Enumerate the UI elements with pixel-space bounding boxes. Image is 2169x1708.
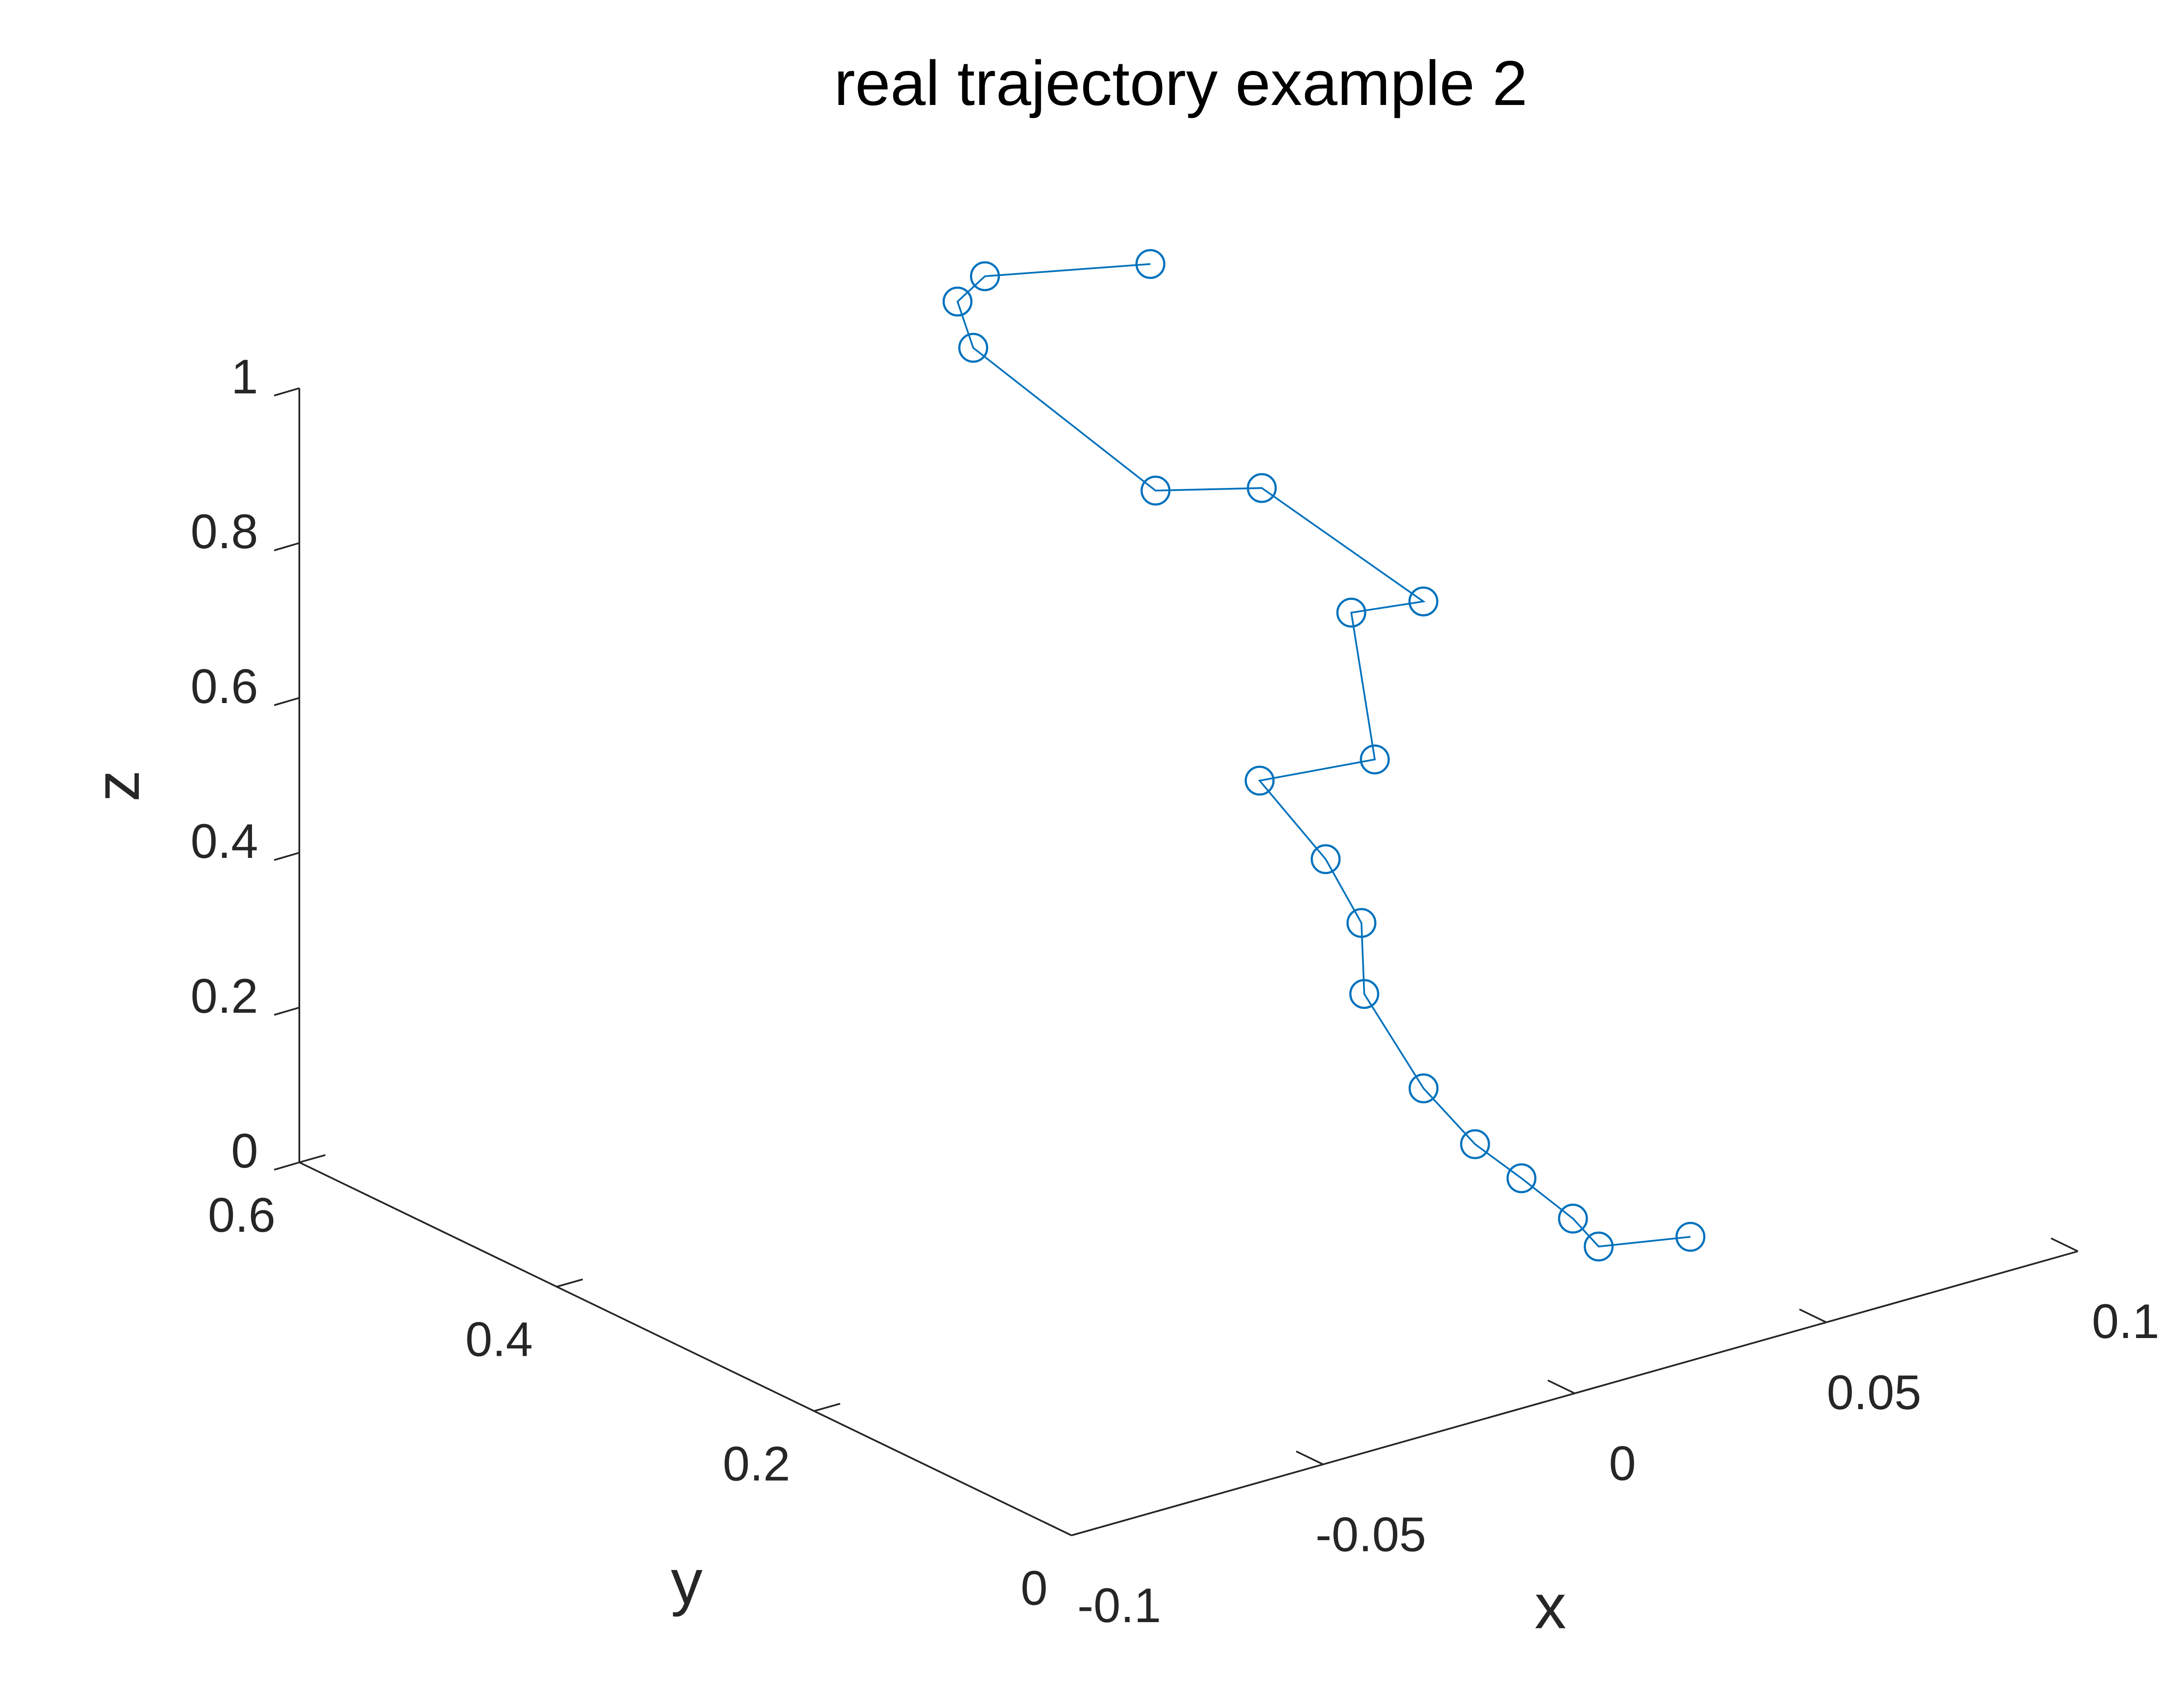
x-tick-label: 0.05 — [1827, 1365, 1921, 1420]
data-point — [1135, 249, 1166, 279]
z-tick-label: 0.6 — [190, 659, 258, 713]
z-tick-mark — [274, 1007, 300, 1016]
data-point — [1346, 908, 1376, 938]
x-tick-mark — [1296, 1450, 1324, 1466]
tick-labels: -0.1 -0.05 0 0.05 0.1 0 0.2 0.4 0.6 0 0.2 0.4 0.6 0.8… — [190, 350, 2159, 1633]
data-point — [1247, 473, 1277, 503]
z-tick-mark — [274, 852, 300, 861]
y-tick-label: 0.6 — [208, 1188, 275, 1242]
data-point — [1336, 598, 1366, 628]
data-point — [1460, 1129, 1490, 1159]
y-axis-line — [299, 1162, 1072, 1536]
x-tick-mark — [1799, 1308, 1827, 1323]
data-point — [1408, 586, 1438, 617]
y-tick-label: 0.4 — [465, 1312, 533, 1367]
z-tick-label: 0.2 — [190, 969, 258, 1023]
data-point — [1311, 844, 1341, 874]
data-point — [970, 261, 1000, 291]
x-tick-label: 0 — [1609, 1436, 1636, 1491]
y-tick-mark — [556, 1278, 583, 1288]
chart-title: real trajectory example 2 — [834, 48, 1528, 118]
z-axis-label: z — [82, 770, 152, 802]
x-tick-mark — [1547, 1379, 1575, 1394]
data-point — [958, 333, 988, 363]
data-point — [1558, 1204, 1588, 1234]
x-tick-mark — [1044, 1521, 1072, 1536]
data-point — [1506, 1163, 1537, 1194]
data-point — [1349, 979, 1379, 1009]
z-tick-mark — [274, 542, 300, 551]
data-series — [942, 249, 1706, 1262]
data-point — [1360, 744, 1390, 775]
data-point — [942, 286, 973, 317]
x-tick-label: 0.1 — [2092, 1294, 2159, 1348]
y-tick-label: 0 — [1021, 1561, 1048, 1615]
x-axis-label: x — [1535, 1571, 1566, 1642]
x-tick-label: -0.05 — [1315, 1507, 1426, 1561]
x-tick-label: -0.1 — [1078, 1578, 1161, 1633]
y-tick-mark — [1071, 1527, 1098, 1536]
z-tick-label: 0 — [231, 1124, 258, 1178]
z-tick-mark — [274, 387, 300, 396]
y-tick-mark — [814, 1403, 841, 1412]
z-tick-label: 0.4 — [190, 814, 258, 868]
data-point — [1675, 1222, 1706, 1252]
y-axis-label: y — [671, 1546, 703, 1617]
series-line — [956, 263, 1691, 1248]
z-tick-label: 1 — [231, 350, 258, 404]
axes — [274, 387, 2078, 1536]
data-point — [1409, 1073, 1439, 1103]
z-tick-label: 0.8 — [190, 504, 258, 559]
z-tick-mark — [274, 697, 300, 706]
data-point — [1245, 766, 1275, 796]
data-point — [1140, 475, 1171, 506]
y-tick-mark — [299, 1154, 326, 1163]
x-tick-mark — [2051, 1237, 2078, 1252]
y-tick-label: 0.2 — [723, 1436, 790, 1491]
data-point — [1583, 1231, 1614, 1262]
z-tick-mark — [274, 1162, 300, 1171]
